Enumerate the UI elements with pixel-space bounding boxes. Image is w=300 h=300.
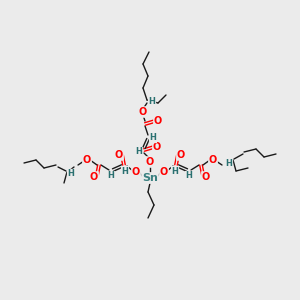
Text: O: O	[139, 107, 147, 117]
Text: O: O	[202, 172, 210, 182]
Text: O: O	[209, 155, 217, 165]
Text: H: H	[148, 97, 155, 106]
Text: O: O	[146, 157, 154, 167]
Text: O: O	[153, 142, 161, 152]
Text: O: O	[177, 150, 185, 160]
Text: H: H	[68, 169, 74, 178]
Text: H: H	[226, 160, 232, 169]
Text: O: O	[83, 155, 91, 165]
Text: H: H	[150, 134, 156, 142]
Text: O: O	[132, 167, 140, 177]
Text: H: H	[136, 148, 142, 157]
Text: O: O	[160, 167, 168, 177]
Text: H: H	[122, 167, 128, 176]
Text: Sn: Sn	[142, 173, 158, 183]
Text: O: O	[115, 150, 123, 160]
Text: H: H	[172, 167, 178, 176]
Text: O: O	[154, 116, 162, 126]
Text: H: H	[108, 172, 114, 181]
Text: H: H	[186, 172, 192, 181]
Text: O: O	[90, 172, 98, 182]
